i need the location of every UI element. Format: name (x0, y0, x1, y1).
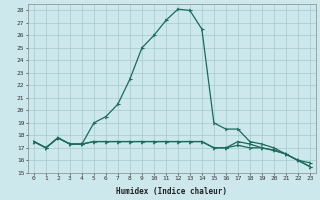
X-axis label: Humidex (Indice chaleur): Humidex (Indice chaleur) (116, 187, 228, 196)
